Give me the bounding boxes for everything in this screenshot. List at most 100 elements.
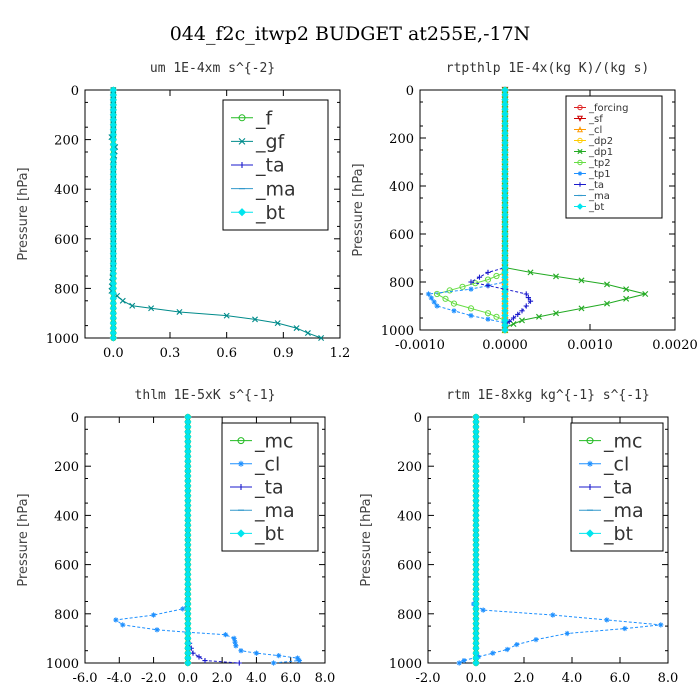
legend-label: _f [255,107,274,129]
legend-label: _bt [254,523,284,545]
data-point [434,303,440,309]
y-tick-label: 600 [54,559,79,574]
data-point [233,643,239,649]
legend-marker [577,171,583,176]
legend-marker [239,162,245,168]
x-tick-label: -2.0 [141,671,166,686]
data-point [514,641,520,648]
legend-label: _sf [588,114,603,125]
x-tick-label: -4.0 [107,671,132,686]
panel-1: um 1E-4xm s^{-2} Pressure [hPa] 0 200 400 600… [16,61,350,361]
data-point [150,612,157,618]
data-point [296,657,302,664]
x-tick-label: 8.0 [315,671,336,686]
y-tick-label: 0 [71,84,79,99]
legend-box [565,95,663,219]
data-point [450,300,458,307]
y-tick-label: 200 [397,460,422,475]
series-bt [184,413,192,667]
y-tick-label: 200 [54,134,79,149]
data-point [276,653,282,659]
legend: _mc_cl_ta_ma_bt [221,422,319,552]
legend-label: _gf [255,131,286,153]
data-point [232,639,238,645]
data-point [501,326,509,334]
y-tick-label: 800 [54,608,79,623]
y-tick-label: 400 [54,509,79,524]
data-point [490,650,496,656]
data-point [519,308,525,314]
x-tick-label: 6.0 [280,671,301,686]
x-tick-label: 0.0010 [567,338,613,353]
data-point [476,274,483,280]
y-tick-label: 400 [389,180,414,195]
x-tick-label: 0.3 [160,346,181,361]
y-tick-label: 800 [389,276,414,291]
data-point [274,320,281,327]
legend-marker [587,484,593,490]
data-point [604,281,610,288]
legend-label: _ta [254,477,284,499]
y-tick-label: 600 [54,233,79,248]
series-line [469,90,532,330]
x-tick-label: 8.0 [658,671,679,686]
data-point [468,313,474,319]
data-point [604,300,610,307]
x-tick-label: 6.0 [610,671,631,686]
plot-frame [427,416,669,664]
plot-frame [419,89,676,331]
data-point [294,655,301,661]
x-tick-label: 0.9 [273,346,294,361]
data-point [604,617,610,623]
legend: _forcing_sf_cl_dp2_dp1_tp2_tp1_ta_ma_bt [565,95,663,219]
x-tick-label: 0.0 [178,671,199,686]
data-point [510,315,517,321]
data-point [536,313,542,320]
legend-marker [577,182,583,187]
y-tick-label: 400 [397,509,422,524]
data-point [515,311,521,317]
data-point [238,648,244,654]
panel-title: rtpthlp 1E-4x(kg K)/(kg s) [446,61,650,76]
legend-marker [237,437,245,445]
series-bt [472,413,480,667]
legend-marker [236,529,246,538]
x-tick-label: -0.0010 [395,338,445,353]
data-point [180,606,186,612]
y-tick-label: 800 [54,282,79,297]
x-tick-label: -6.0 [72,671,97,686]
legend: _f_gf_ta_ma_bt [222,99,329,231]
data-point [461,657,467,664]
legend-marker [585,529,595,538]
legend-label: _cl [588,125,602,136]
legend-label: _ma [254,500,295,522]
data-point [525,295,531,301]
series-tp2 [433,86,509,334]
data-point [623,295,630,302]
data-point [459,283,466,290]
y-tick-label: 400 [54,183,79,198]
data-point [184,659,192,667]
data-point [622,625,628,632]
legend-marker [587,460,593,467]
legend-marker [238,138,246,145]
legend-label: _ta [588,180,604,191]
data-point [431,299,437,305]
x-tick-label: 2.0 [514,671,535,686]
legend-label: _ma [588,191,610,202]
series-ta [468,87,534,333]
data-point [523,291,529,297]
x-tick-label: 2.0 [212,671,233,686]
data-point [485,283,491,289]
legend-marker [576,126,584,133]
data-point [202,657,208,664]
panel-3: thlm 1E-5xK s^{-1} Pressure [hPa] 0 200 400 6… [16,388,335,686]
data-point [642,291,649,297]
data-point [304,330,311,337]
data-point [553,310,559,317]
legend-label: _ta [255,155,285,177]
data-point [485,269,491,275]
data-point [236,660,242,666]
legend-marker [577,159,583,166]
legend-marker [238,114,246,122]
